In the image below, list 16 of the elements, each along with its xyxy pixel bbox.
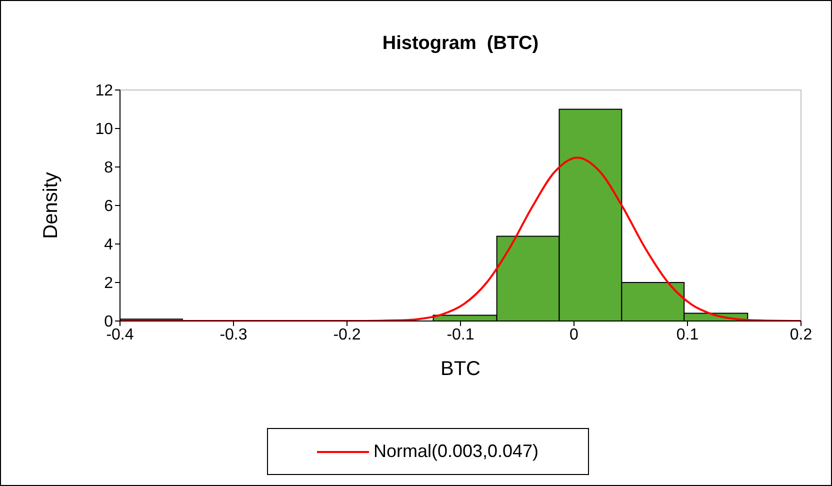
x-tick-label: 0.1 xyxy=(676,326,699,344)
y-tick-label: 12 xyxy=(95,82,114,100)
y-axis-title: Density xyxy=(40,172,62,239)
y-tick-label: 8 xyxy=(104,160,114,177)
x-axis-title: BTC xyxy=(440,358,480,380)
x-tick-label: -0.2 xyxy=(333,326,361,344)
y-tick-label: 4 xyxy=(104,236,114,254)
y-tick-label: 10 xyxy=(95,121,114,138)
y-tick-label: 2 xyxy=(104,275,114,292)
x-tick-label: 0.2 xyxy=(790,326,812,344)
x-tick-label: -0.3 xyxy=(220,326,248,344)
chart-title: Histogram (BTC) xyxy=(381,33,540,55)
x-tick-label: 0 xyxy=(570,326,579,344)
y-tick-label: 6 xyxy=(104,198,114,216)
x-tick-label: -0.1 xyxy=(446,326,474,344)
legend-label: Normal(0.003,0.047) xyxy=(373,441,539,462)
